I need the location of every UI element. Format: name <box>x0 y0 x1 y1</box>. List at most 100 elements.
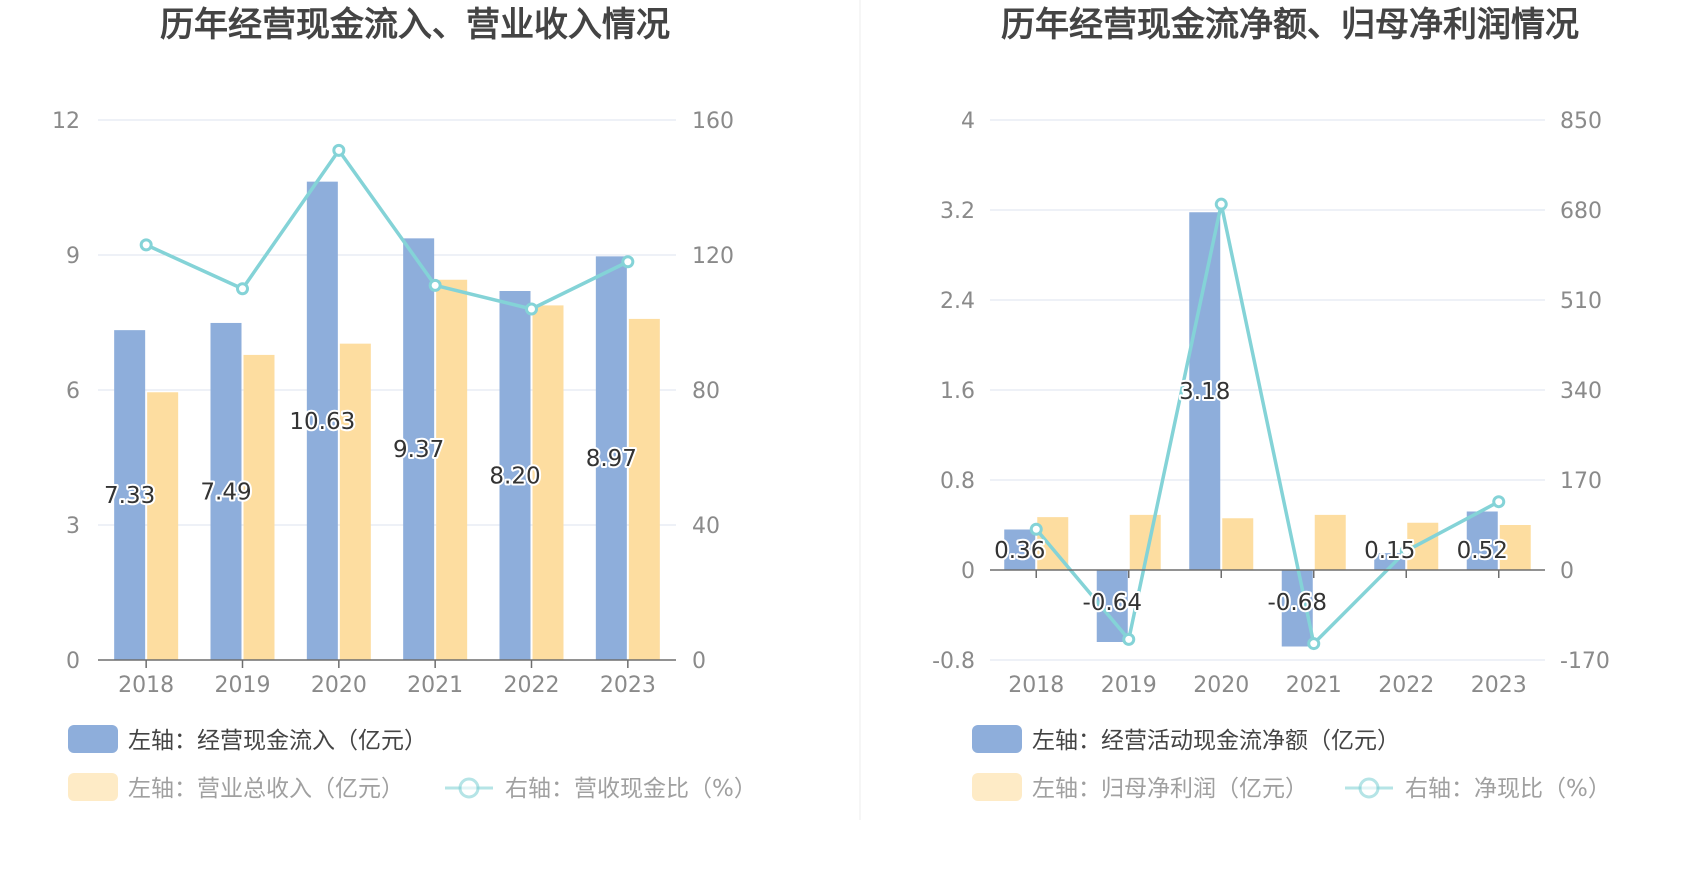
y-left-tick: -0.8 <box>932 649 975 674</box>
cashflow-revenue-chart: 历年经营现金流入、营业收入情况 7.33 7.49 10.63 9.37 8.20 8.9… <box>52 5 757 802</box>
x-tick-label: 2019 <box>215 673 271 698</box>
y-left-tick: 12 <box>52 109 80 134</box>
legend-swatch <box>68 773 118 801</box>
legend-item: 右轴：净现比（%） <box>1345 776 1611 802</box>
legend-item: 左轴：经营活动现金流净额（亿元） <box>972 725 1400 754</box>
line-point <box>139 238 153 252</box>
line-point <box>1214 197 1228 211</box>
x-tick-label: 2020 <box>1193 673 1249 698</box>
y-right-tick: 0 <box>1560 559 1574 584</box>
bar-data-label: 3.18 <box>1179 379 1230 405</box>
x-tick-label: 2022 <box>504 673 560 698</box>
bar-data-label: 7.33 <box>104 483 155 509</box>
bar-secondary <box>628 318 660 660</box>
legend-marker <box>1358 777 1380 799</box>
y-left-tick: 0.8 <box>940 469 975 494</box>
legend-label: 左轴：归母净利润（亿元） <box>1032 776 1308 802</box>
line-point <box>525 302 538 316</box>
legend-label: 左轴：经营活动现金流净额（亿元） <box>1032 728 1400 754</box>
bar-primary <box>1466 511 1498 570</box>
bar-secondary <box>532 305 564 660</box>
line-point <box>428 278 442 292</box>
line-point <box>1307 637 1321 651</box>
series-line <box>145 147 629 311</box>
bar-secondary <box>1499 525 1531 570</box>
line-point <box>621 255 635 269</box>
y-right-tick: 680 <box>1560 199 1602 224</box>
bar-primary <box>1004 529 1036 570</box>
series-line <box>1034 203 1500 648</box>
bar-secondary <box>243 354 275 660</box>
bar-data-label: 8.97 <box>586 446 637 472</box>
legend-item: 左轴：营业总收入（亿元） <box>68 773 404 802</box>
chart-title: 历年经营现金流入、营业收入情况 <box>160 5 670 45</box>
line-point <box>1399 544 1413 558</box>
bar-secondary <box>339 343 371 660</box>
y-left-tick: 3 <box>66 514 80 539</box>
legend-swatch <box>68 725 118 753</box>
x-tick-label: 2019 <box>1101 673 1157 698</box>
y-left-tick: 0 <box>66 649 80 674</box>
line-point <box>1492 495 1506 509</box>
y-right-tick: -170 <box>1560 649 1610 674</box>
y-left-tick: 6 <box>66 379 80 404</box>
bar-data-label: 0.36 <box>994 538 1045 564</box>
legend-item: 左轴：经营现金流入（亿元） <box>68 725 427 754</box>
line-point <box>236 282 249 296</box>
line-point <box>1122 632 1136 646</box>
y-right-tick: 120 <box>692 244 734 269</box>
legend-label: 右轴：净现比（%） <box>1405 776 1611 802</box>
y-right-tick: 40 <box>692 514 720 539</box>
y-left-tick: 4 <box>961 109 975 134</box>
y-right-tick: 340 <box>1560 379 1602 404</box>
y-right-tick: 160 <box>692 109 734 134</box>
y-left-tick: 0 <box>961 559 975 584</box>
legend-label: 右轴：营收现金比（%） <box>505 776 757 802</box>
bar-secondary <box>1222 518 1254 570</box>
x-tick-label: 2021 <box>407 673 463 698</box>
bar-data-label: 7.49 <box>200 479 251 505</box>
legend-marker <box>458 777 480 799</box>
bar-secondary <box>147 392 179 660</box>
chart-title: 历年经营现金流净额、归母净利润情况 <box>1001 5 1579 45</box>
bar-data-label: -0.68 <box>1267 590 1327 616</box>
legend-item: 右轴：营收现金比（%） <box>445 776 757 802</box>
line-point <box>332 143 346 157</box>
x-tick-label: 2020 <box>311 673 367 698</box>
legend-label: 左轴：经营现金流入（亿元） <box>128 728 427 754</box>
y-right-tick: 0 <box>692 649 706 674</box>
bar-data-label: 10.63 <box>289 409 355 435</box>
bar-data-label: 0.15 <box>1364 538 1415 564</box>
legend-label: 左轴：营业总收入（亿元） <box>128 776 404 802</box>
bar-primary <box>1189 212 1221 570</box>
y-left-tick: 2.4 <box>940 289 975 314</box>
bar-data-label: 8.20 <box>489 464 540 490</box>
y-left-tick: 9 <box>66 244 80 269</box>
y-left-tick: 1.6 <box>940 379 975 404</box>
line-point <box>1029 522 1043 536</box>
x-tick-label: 2021 <box>1286 673 1342 698</box>
bar-primary <box>499 291 531 660</box>
x-tick-label: 2018 <box>118 673 174 698</box>
bar-data-label: 9.37 <box>393 437 444 463</box>
y-right-tick: 850 <box>1560 109 1602 134</box>
legend-item: 左轴：归母净利润（亿元） <box>972 773 1308 802</box>
y-right-tick: 170 <box>1560 469 1602 494</box>
bar-primary <box>114 330 146 660</box>
y-right-tick: 80 <box>692 379 720 404</box>
bar-secondary <box>436 279 468 660</box>
legend-swatch <box>972 725 1022 753</box>
x-tick-label: 2018 <box>1008 673 1064 698</box>
x-tick-label: 2023 <box>600 673 656 698</box>
y-right-tick: 510 <box>1560 289 1602 314</box>
bar-secondary <box>1314 514 1346 570</box>
bar-primary <box>403 238 435 660</box>
x-tick-label: 2023 <box>1471 673 1527 698</box>
x-tick-label: 2022 <box>1378 673 1434 698</box>
bar-primary <box>306 181 338 660</box>
bar-primary <box>210 322 242 660</box>
y-left-tick: 3.2 <box>940 199 975 224</box>
bar-data-label: -0.64 <box>1082 590 1142 616</box>
legend-swatch <box>972 773 1022 801</box>
